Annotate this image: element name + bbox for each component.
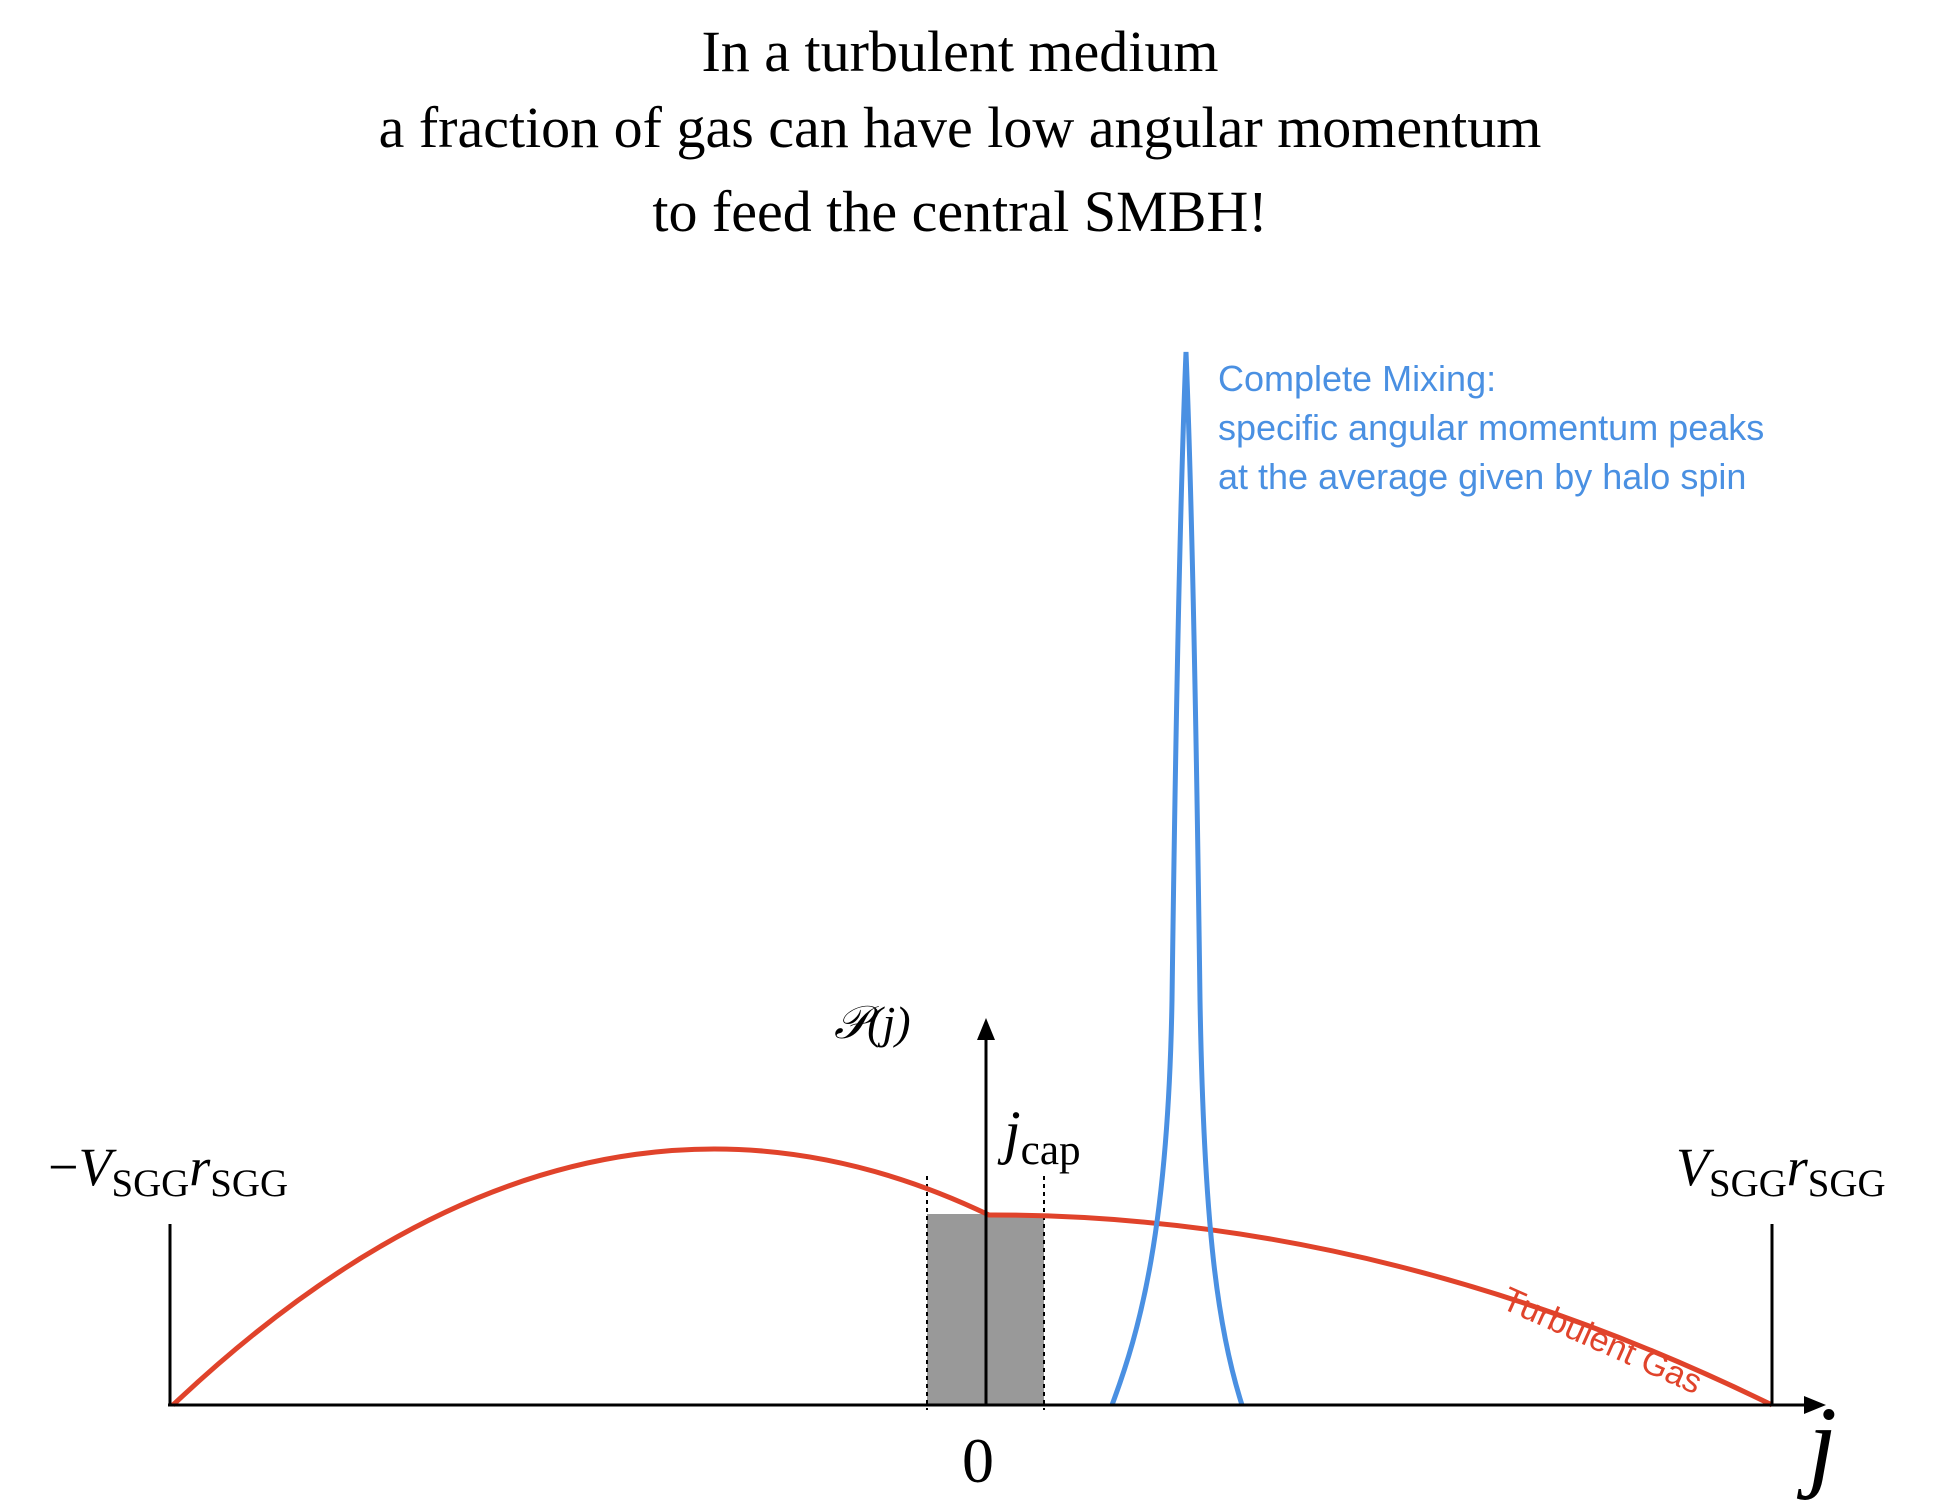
left-limit-label: −VSGGrSGG xyxy=(48,1136,288,1206)
diagram-title: In a turbulent medium a fraction of gas … xyxy=(0,14,1920,250)
left-limit-v-sub: SGG xyxy=(111,1161,190,1205)
right-limit-label: VSGGrSGG xyxy=(1676,1136,1886,1206)
title-line-1: In a turbulent medium xyxy=(701,19,1219,84)
turbulent-gas-curve xyxy=(171,1146,1774,1408)
x-axis-arrowhead xyxy=(1804,1396,1826,1414)
title-line-3: to feed the central SMBH! xyxy=(652,179,1268,244)
left-limit-v: V xyxy=(78,1137,112,1197)
complete-mixing-annotation: Complete Mixing: specific angular moment… xyxy=(1218,354,1938,501)
right-limit-r: r xyxy=(1786,1137,1808,1197)
jcap-sub: cap xyxy=(1020,1127,1081,1175)
right-limit-v-sub: SGG xyxy=(1709,1161,1787,1205)
y-axis-arrowhead xyxy=(977,1018,995,1040)
jcap-label: jcap xyxy=(1004,1098,1081,1175)
x-axis-symbol: j xyxy=(1808,1386,1837,1501)
complete-mixing-line-3: at the average given by halo spin xyxy=(1218,456,1747,497)
left-limit-r: r xyxy=(189,1137,211,1197)
x-axis-label: j xyxy=(1808,1384,1837,1503)
title-line-2: a fraction of gas can have low angular m… xyxy=(378,95,1542,160)
left-limit-r-sub: SGG xyxy=(210,1161,289,1205)
origin-label: 0 xyxy=(962,1425,994,1496)
right-limit-r-sub: SGG xyxy=(1807,1161,1886,1205)
complete-mixing-line-1: Complete Mixing: xyxy=(1218,358,1497,399)
y-axis-symbol: 𝒫 xyxy=(834,997,868,1048)
right-limit-v: V xyxy=(1676,1137,1709,1197)
y-axis-label: 𝒫(j) xyxy=(834,996,911,1051)
left-limit-sign: − xyxy=(48,1137,79,1197)
jcap-j: j xyxy=(1004,1099,1021,1165)
y-axis-arg: (j) xyxy=(867,997,911,1048)
complete-mixing-line-2: specific angular momentum peaks xyxy=(1218,407,1765,448)
complete-mixing-curve xyxy=(1109,351,1245,1406)
